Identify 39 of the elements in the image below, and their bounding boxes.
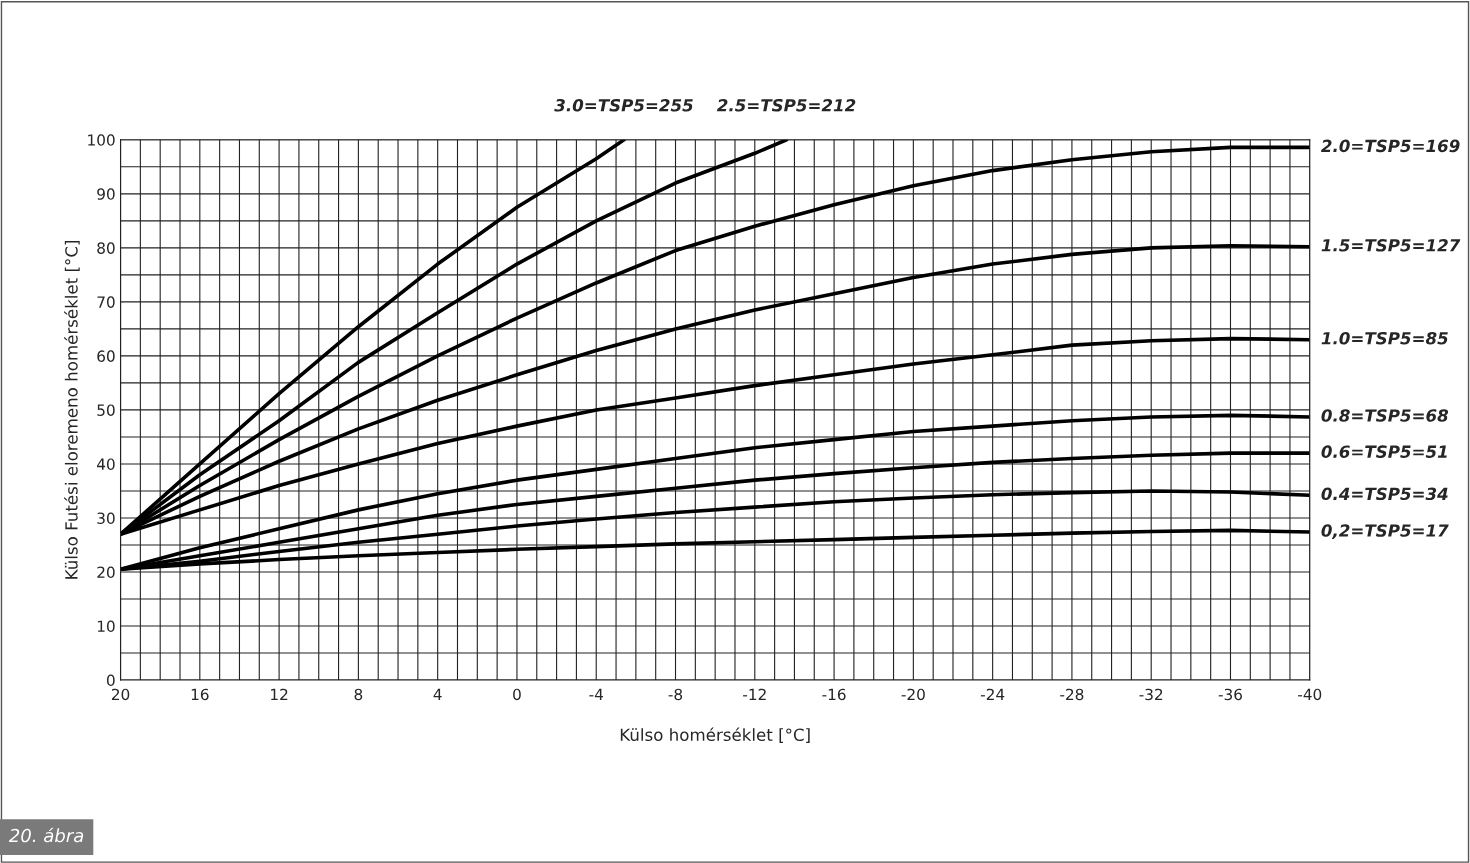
- x-tick-label: 16: [191, 688, 209, 701]
- series-label: 0.6=TSP5=51: [1321, 445, 1447, 458]
- series-label: 2.0=TSP5=169: [1321, 139, 1460, 153]
- x-tick-label: -36: [1218, 688, 1242, 701]
- y-tick-label: 40: [96, 458, 115, 470]
- y-tick-label: 0: [106, 674, 115, 687]
- series-label: 1.5=TSP5=127: [1321, 239, 1461, 252]
- y-tick-label: 70: [97, 296, 115, 308]
- series-label: 0.4=TSP5=34: [1321, 487, 1448, 501]
- x-tick-label: -16: [822, 688, 846, 701]
- x-tick-label: 20: [111, 688, 130, 701]
- y-axis-title: Külso Futési eloremeno homérséklet [°C]: [64, 240, 80, 579]
- text: 3.0=TSP5=255: [554, 98, 693, 112]
- x-tick-label: -28: [1060, 688, 1084, 701]
- y-tick-label: 90: [97, 188, 115, 200]
- y-tick-label: 50: [97, 404, 115, 416]
- x-tick-label: 12: [271, 688, 288, 700]
- text: 2.5=TSP5=212: [716, 98, 856, 112]
- x-tick-label: -40: [1298, 688, 1322, 701]
- x-tick-label: -4: [589, 688, 603, 700]
- x-tick-label: 4: [433, 688, 442, 700]
- series-label: 0,2=TSP5=17: [1321, 524, 1449, 539]
- y-tick-label: 20: [97, 566, 115, 579]
- x-tick-label: -20: [901, 688, 925, 701]
- x-tick-label: -12: [743, 688, 766, 700]
- series-label: 1.0=TSP5=85: [1321, 331, 1448, 345]
- y-tick-label: 80: [97, 242, 115, 254]
- text: 20. ábra: [8, 827, 84, 843]
- y-tick-label: 60: [97, 350, 115, 362]
- x-tick-label: -24: [980, 688, 1005, 700]
- series-label: 0.8=TSP5=68: [1321, 409, 1449, 422]
- x-tick-label: 8: [354, 688, 363, 701]
- x-axis-title: Külso homérséklet [°C]: [620, 727, 810, 744]
- y-tick-label: 10: [97, 620, 115, 633]
- x-tick-label: -8: [668, 688, 683, 701]
- x-tick-label: 0: [513, 688, 521, 701]
- x-tick-label: -32: [1139, 688, 1163, 701]
- y-tick-label: 30: [97, 512, 115, 524]
- y-tick-label: 100: [88, 134, 115, 146]
